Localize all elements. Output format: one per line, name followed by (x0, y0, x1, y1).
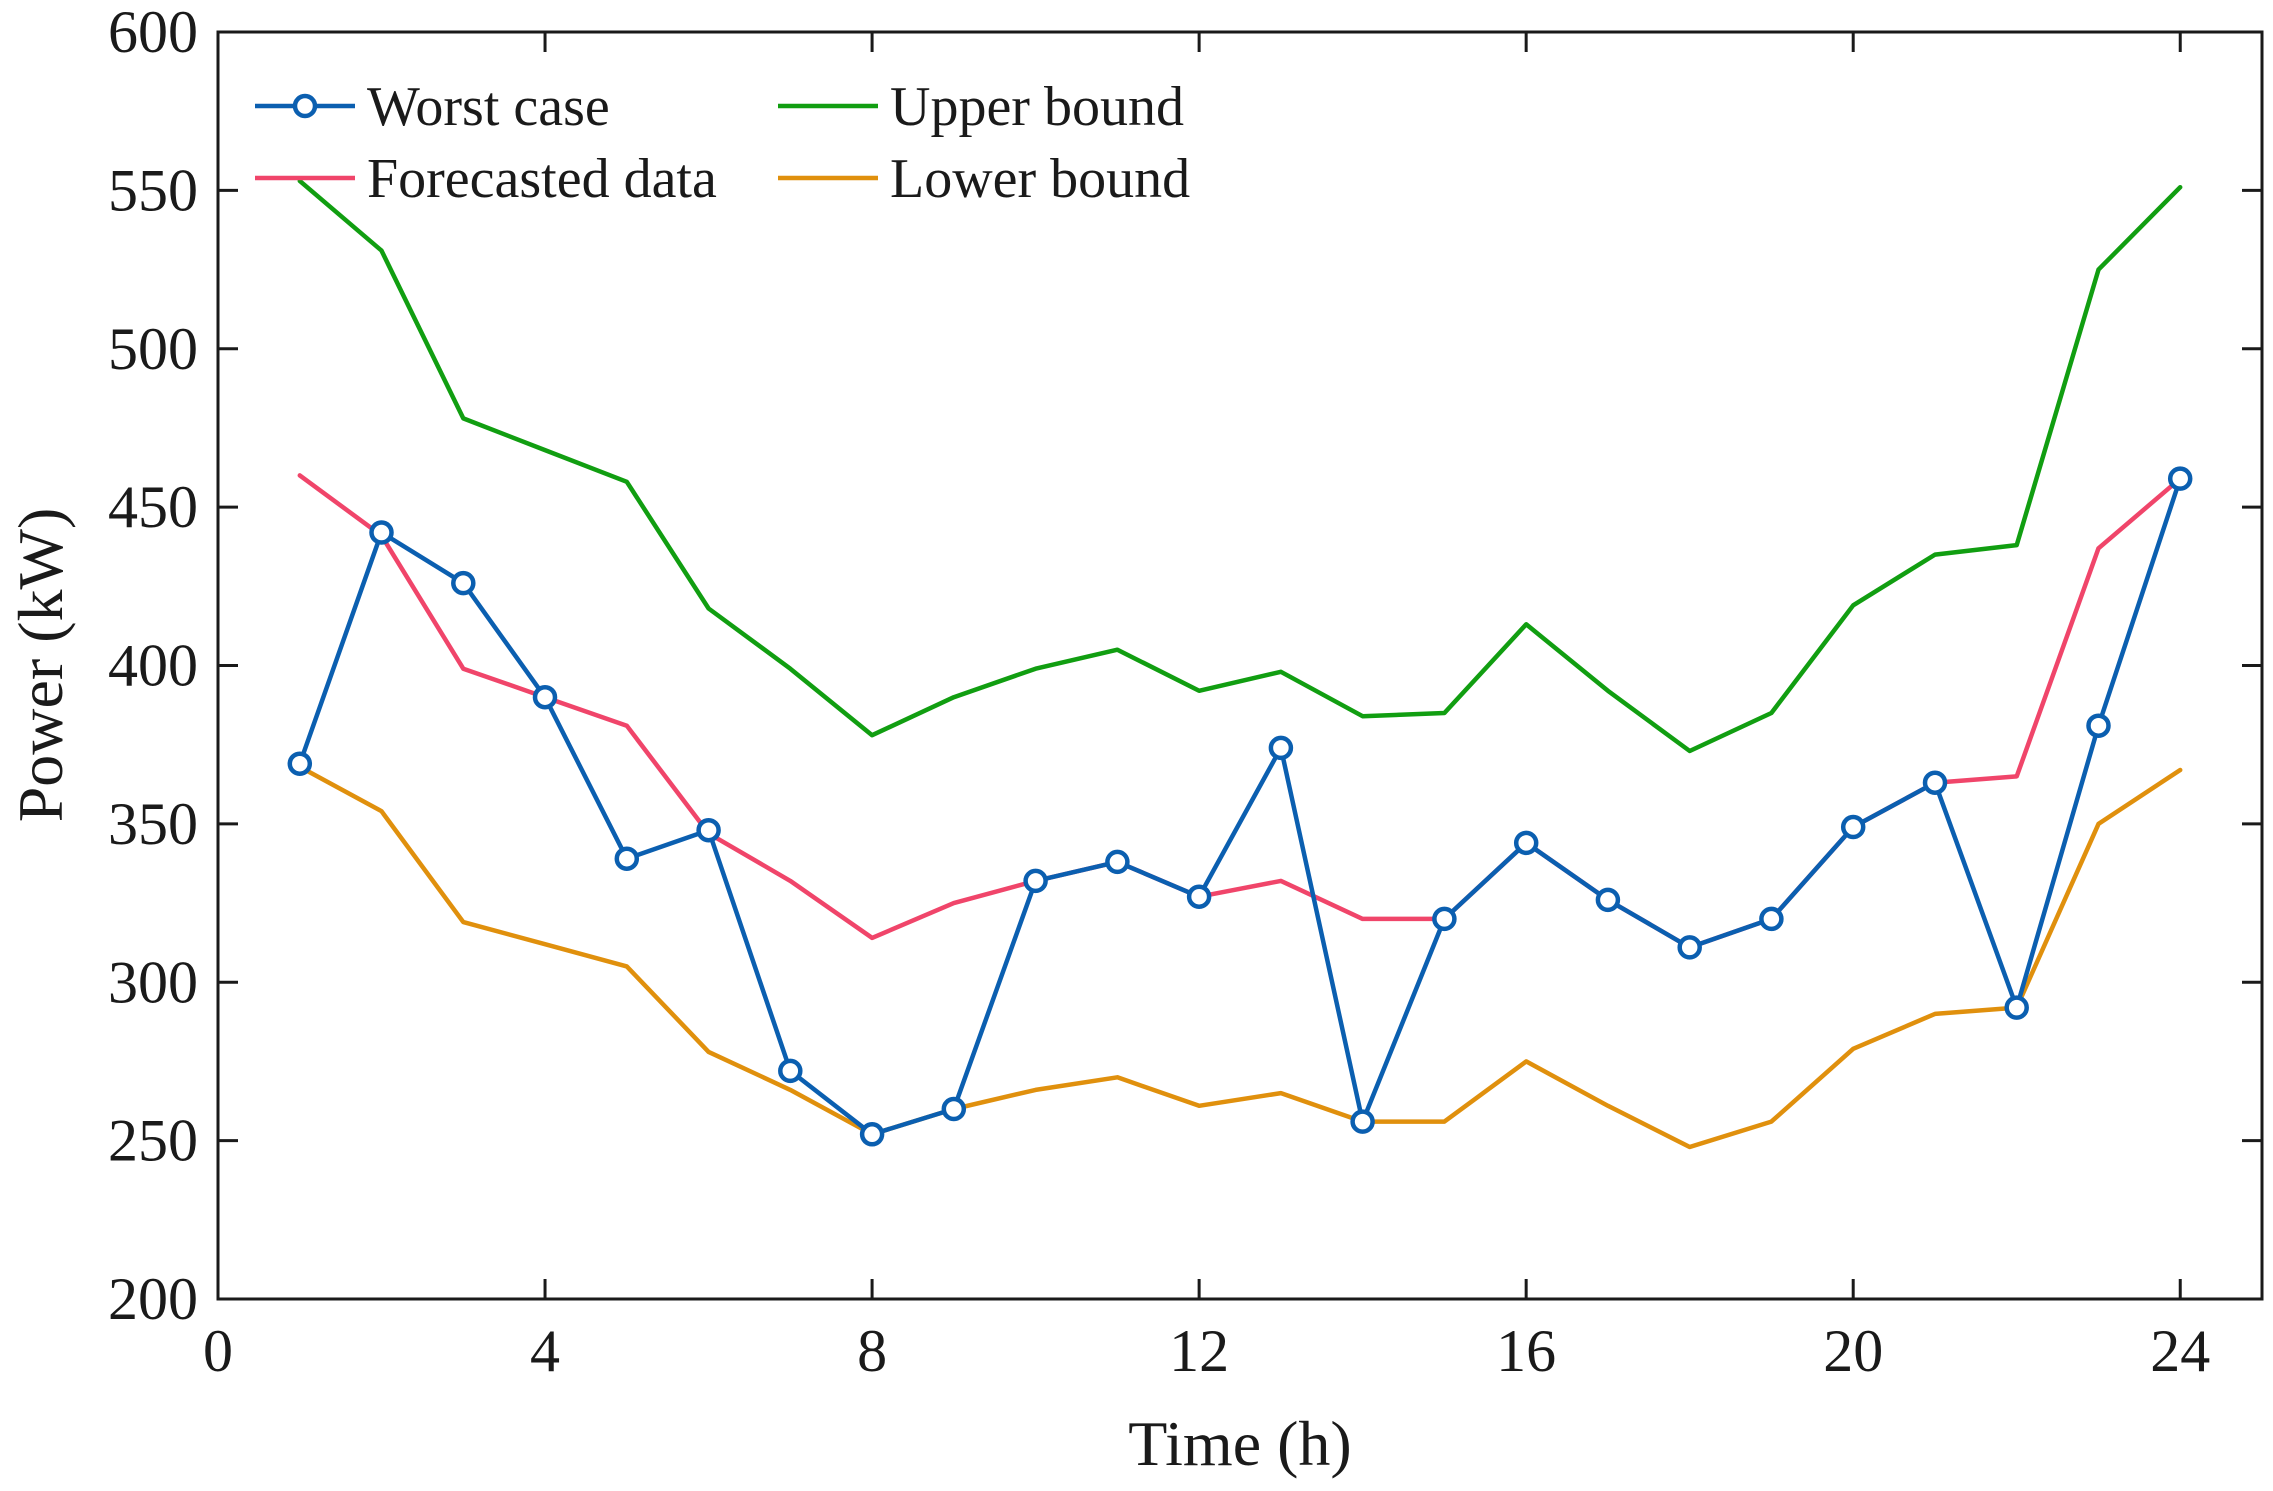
y-tick-label: 350 (108, 791, 198, 857)
x-tick-label: 4 (530, 1318, 560, 1384)
x-tick-label: 0 (203, 1318, 233, 1384)
data-point-worst-case (451, 570, 476, 596)
y-tick-label: 500 (108, 316, 198, 382)
y-tick-label: 550 (108, 157, 198, 223)
series-line-forecasted-data (297, 473, 2183, 950)
data-point-worst-case (287, 751, 313, 776)
data-point-worst-case (1513, 830, 1539, 856)
y-axis-tick-labels: 200 250 300 350 400 450 500 550 600 (108, 0, 198, 1332)
axis-ticks (216, 30, 2262, 1301)
data-point-worst-case (1922, 770, 1948, 795)
data-point-worst-case (532, 684, 558, 710)
y-axis-title: Power (kW) (5, 508, 76, 823)
data-point-worst-case (941, 1096, 967, 1122)
x-axis-title: Time (h) (1128, 1408, 1351, 1479)
series-line-worst-case (297, 476, 2183, 1137)
legend-label-worst-case: Worst case (367, 76, 610, 138)
data-point-worst-case (1350, 1109, 1375, 1134)
y-tick-label: 600 (108, 0, 198, 65)
legend-label-upper-bound: Upper bound (890, 76, 1184, 138)
data-point-worst-case (859, 1122, 885, 1147)
data-point-worst-case (696, 817, 721, 843)
data-point-worst-case (1105, 849, 1130, 875)
data-point-worst-case (1840, 814, 1866, 840)
data-point-worst-case (1268, 735, 1294, 761)
series-line-upper-bound (297, 178, 2183, 754)
series-line-lower-bound (297, 764, 2183, 1150)
data-point-worst-case (1186, 884, 1212, 909)
series-markers (287, 466, 2193, 1147)
y-tick-label: 250 (108, 1108, 198, 1174)
y-tick-label: 450 (108, 474, 198, 540)
data-point-worst-case (369, 520, 394, 545)
legend-label-lower-bound: Lower bound (890, 148, 1190, 210)
data-point-worst-case (1759, 906, 1784, 932)
data-point-worst-case (614, 846, 640, 871)
x-tick-label: 8 (857, 1318, 887, 1384)
legend: Worst case Forecasted data Upper bound Lowe… (255, 76, 1190, 210)
data-point-worst-case (2086, 713, 2111, 738)
y-tick-label: 300 (108, 949, 198, 1015)
legend-marker-worst-case (292, 93, 318, 119)
data-point-worst-case (1432, 906, 1457, 932)
series-lines (297, 178, 2183, 1150)
data-point-worst-case (1023, 868, 1048, 894)
legend-label-forecasted-data: Forecasted data (367, 148, 717, 210)
x-axis-tick-labels: 0 4 8 12 16 20 24 (203, 1318, 2210, 1384)
x-tick-label: 16 (1496, 1318, 1556, 1384)
x-tick-label: 12 (1169, 1318, 1229, 1384)
y-tick-label: 400 (108, 633, 198, 699)
data-point-worst-case (1677, 935, 1702, 960)
x-tick-label: 24 (2150, 1318, 2210, 1384)
y-tick-label: 200 (108, 1266, 198, 1332)
data-point-worst-case (1595, 887, 1621, 913)
x-tick-label: 20 (1823, 1318, 1883, 1384)
data-point-worst-case (2167, 466, 2193, 491)
data-point-worst-case (778, 1058, 803, 1084)
data-point-worst-case (2004, 995, 2029, 1020)
